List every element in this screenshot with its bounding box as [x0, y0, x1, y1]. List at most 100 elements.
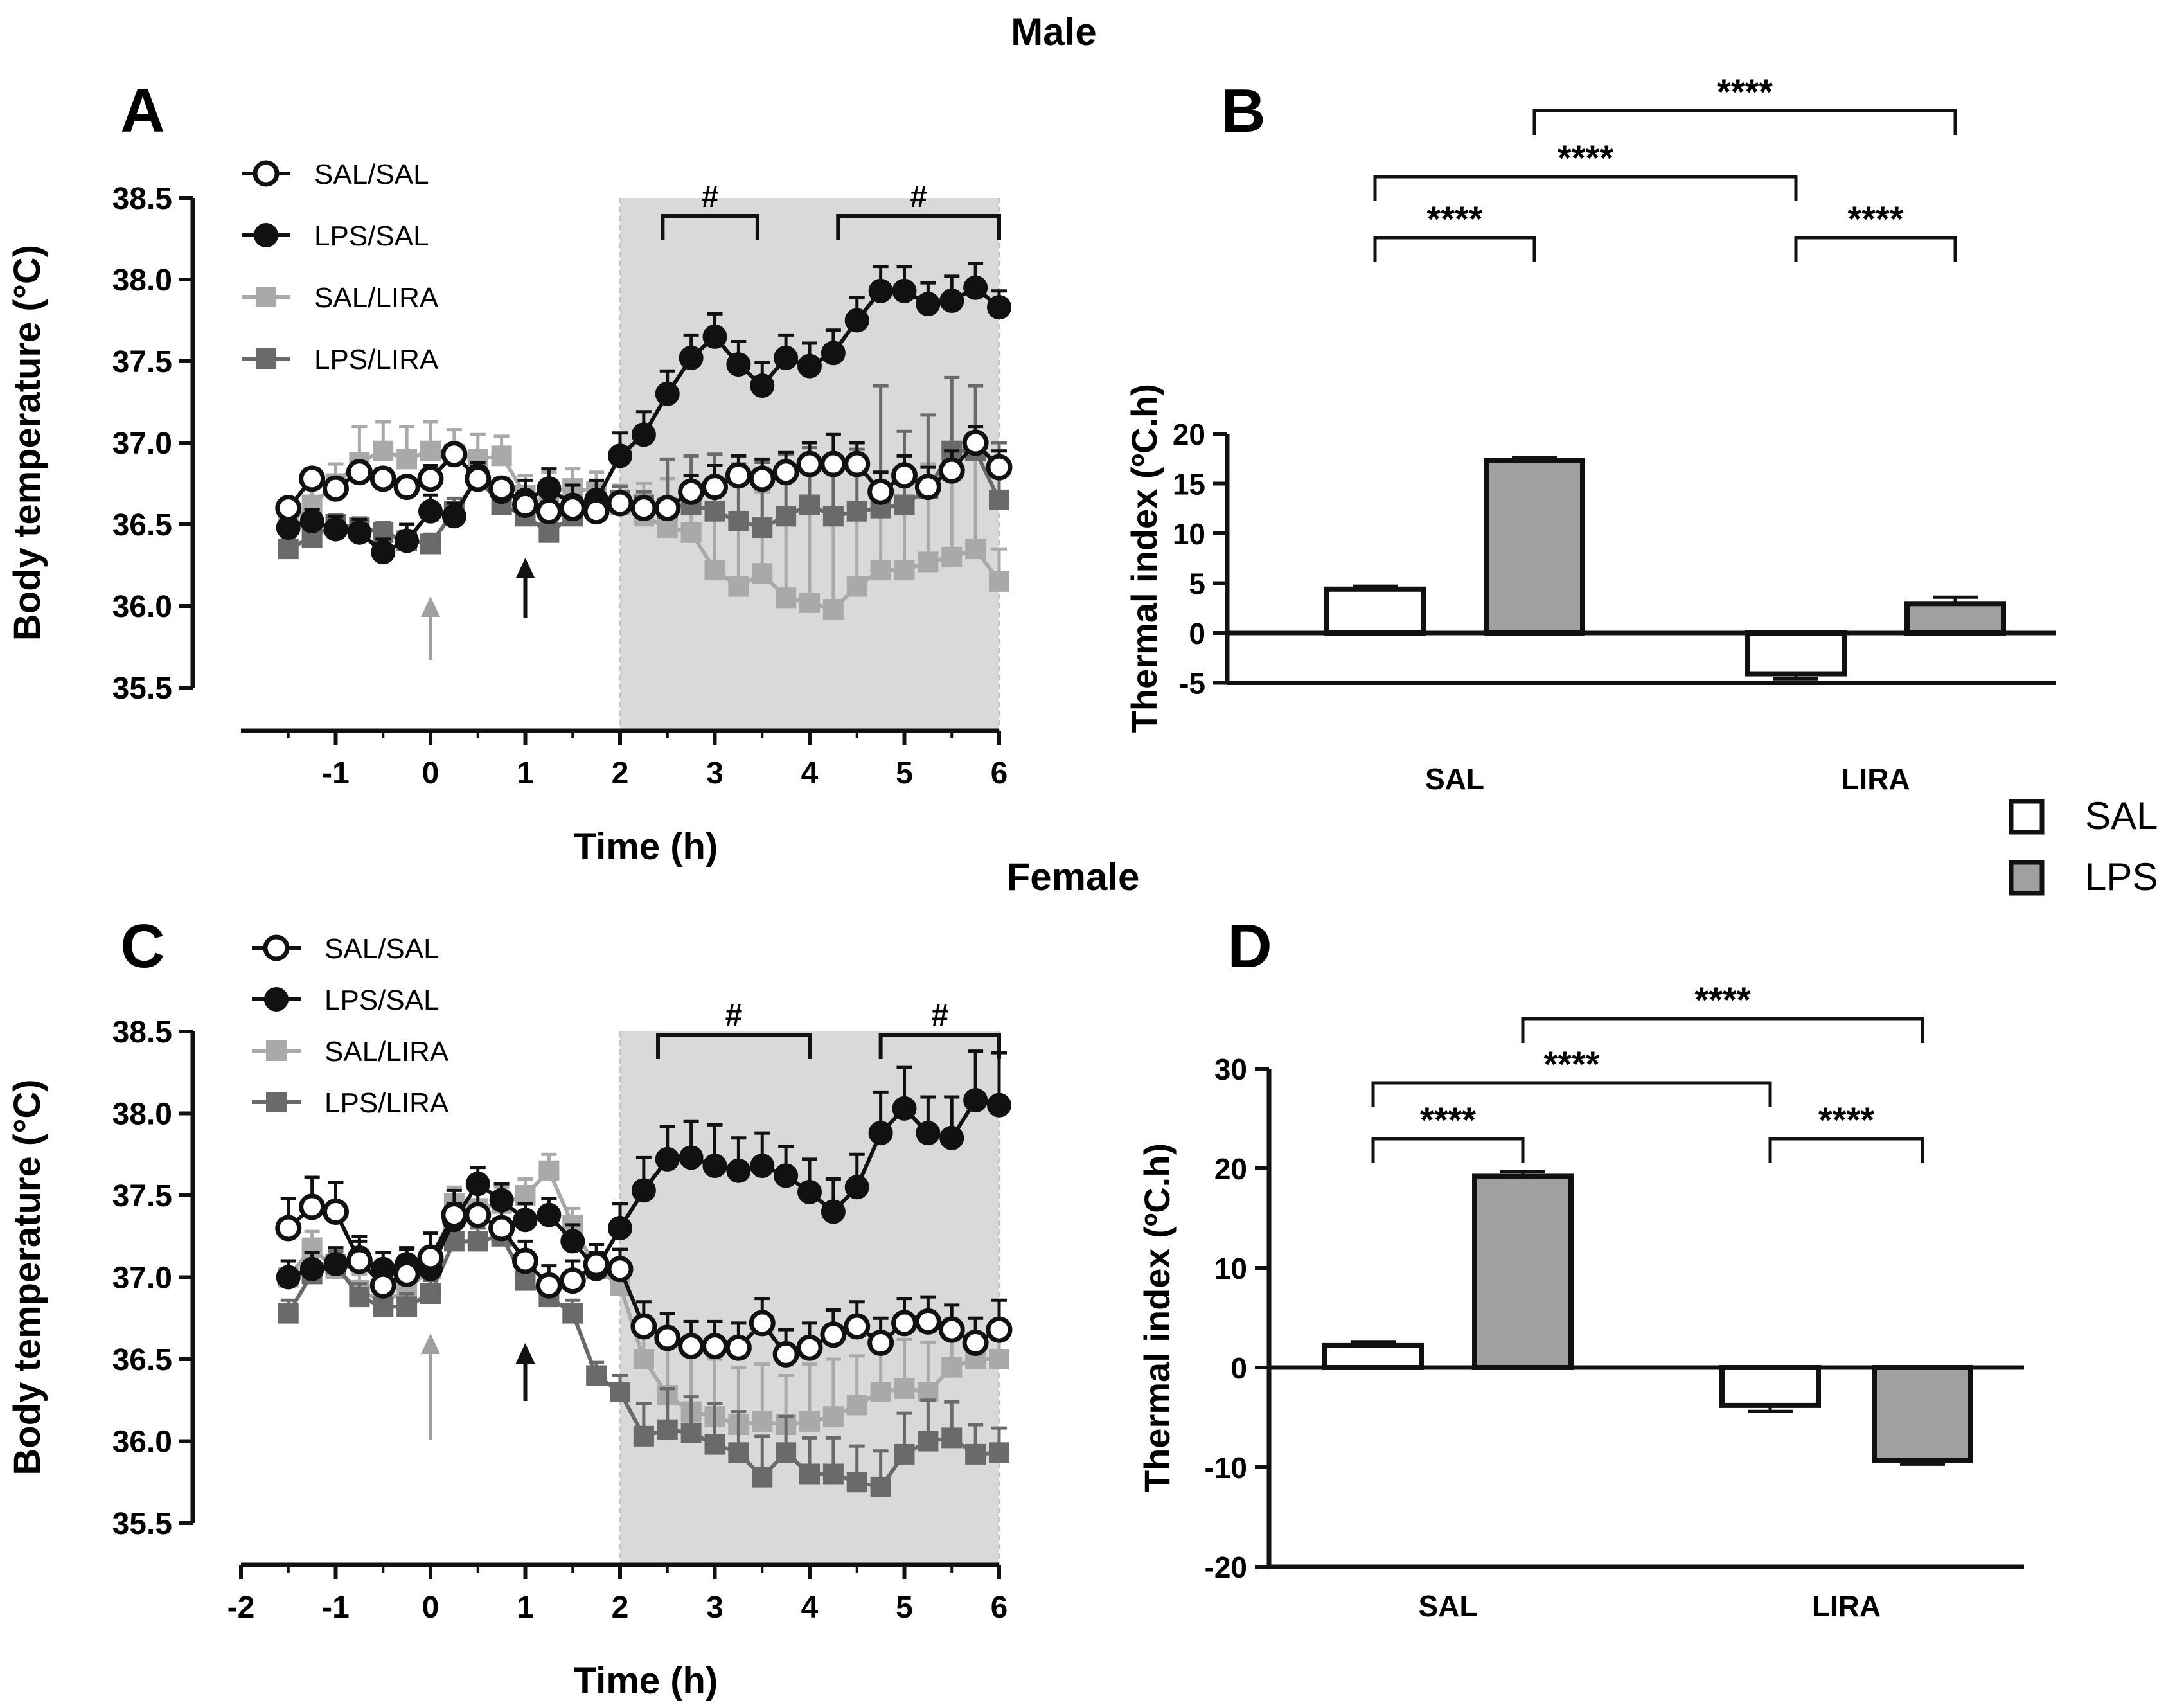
panel-c-data-point	[846, 1395, 867, 1416]
panel-c-data-point	[867, 1330, 894, 1356]
panel-a-data-point	[796, 450, 823, 477]
panel-d-bar-sal-lps	[1472, 1173, 1574, 1371]
panel-c-data-point	[844, 1175, 869, 1200]
panel-c-x-tick-label: 0	[422, 1591, 439, 1625]
panel-c-data-point	[820, 1321, 847, 1348]
panel-c-data-point	[586, 1365, 607, 1386]
panel-a-series-sal-sal	[275, 425, 1013, 525]
panel-d-significance-bracket	[1371, 1137, 1525, 1163]
panel-a-y-tick-label: 37.5	[112, 345, 172, 379]
panel-b-y-tick-label: 5	[1189, 567, 1205, 601]
panel-c-x-tick-label: 1	[517, 1591, 534, 1625]
panel-b-significance-bracket	[1373, 175, 1798, 201]
panel-d-y-tick-label: 30	[1214, 1053, 1247, 1086]
panel-a-y-tick-label: 36.5	[112, 508, 172, 542]
panel-a-data-point	[963, 275, 988, 300]
panel-c-legend-label: SAL/SAL	[324, 933, 439, 965]
panel-a-legend-label: SAL/SAL	[314, 159, 429, 190]
panel-c-data-point	[396, 1296, 418, 1317]
panel-c-series-lps-sal	[276, 1049, 1011, 1290]
panel-c-y-tick-label: 37.5	[112, 1179, 172, 1213]
panel-d-significance-label: ****	[1420, 1100, 1476, 1140]
panel-a-data-point	[821, 341, 846, 366]
panel-c-data-point	[844, 1313, 871, 1340]
panel-c-data-point	[918, 1431, 939, 1452]
panel-a-data-point	[512, 492, 538, 519]
panel-c-legend-marker	[266, 1092, 287, 1112]
panel-c-shaded-region	[620, 1031, 999, 1565]
panel-a-data-point	[654, 495, 681, 522]
panel-c-data-point	[821, 1199, 846, 1224]
panel-c-data-point	[417, 1244, 444, 1271]
panel-a-data-point	[892, 278, 917, 303]
panel-c-data-point	[276, 1265, 301, 1290]
panel-a-data-point	[369, 465, 396, 492]
panel-c-data-point	[702, 1333, 728, 1360]
panel-a-data-point	[373, 440, 394, 461]
panel-a-data-point	[891, 462, 918, 489]
panel-a-data-point	[918, 551, 939, 573]
panel-c-significance-bracket	[656, 1033, 812, 1059]
panel-c-legend-marker	[264, 987, 289, 1012]
panel-a-data-point	[630, 495, 657, 522]
panel-a-x-tick-label: -1	[322, 756, 350, 790]
panel-a-legend-marker	[254, 223, 278, 247]
panel-c-data-point	[323, 1199, 349, 1225]
panel-c-data-point	[654, 1324, 681, 1351]
panel-a-data-point	[631, 422, 656, 447]
panel-a-data-point	[916, 292, 941, 317]
panel-c-data-point	[633, 1349, 654, 1369]
panel-c-data-point	[894, 1443, 915, 1465]
panel-a-data-point	[678, 478, 705, 505]
panel-a-data-point	[655, 381, 680, 406]
panel-c-data-point	[749, 1310, 776, 1337]
panel-c-data-point	[373, 1296, 394, 1317]
panel-a-legend: SAL/SAL LPS/SAL SAL/LIRA LPS/LIRA	[242, 159, 439, 375]
panel-a-data-point	[772, 459, 799, 486]
panel-d-bar-lira-lps	[1872, 1365, 1973, 1463]
panel-c-data-point	[420, 1283, 441, 1304]
panel-c-data-point	[465, 1202, 492, 1229]
panel-c-data-point	[776, 1442, 797, 1463]
panel-d-y-axis-title: Thermal index (ºC.h)	[1137, 1143, 1177, 1492]
panel-a-data-point	[728, 576, 749, 597]
male-title: Male	[1011, 10, 1096, 53]
panel-a-data-point	[583, 498, 610, 525]
panel-a-x-axis-title: Time (h)	[574, 826, 718, 868]
panel-c-data-point	[608, 1216, 632, 1240]
panel-c-data-point	[655, 1146, 680, 1172]
bar-legend: SAL LPS	[2009, 794, 2158, 898]
panel-c-data-point	[941, 1357, 963, 1378]
panel-c-data-point	[938, 1316, 965, 1343]
panel-d-y-tick-label: -20	[1205, 1551, 1247, 1584]
panel-c-y-tick-label: 38.5	[112, 1015, 172, 1049]
panel-b-y-tick-label: 10	[1173, 517, 1205, 551]
panel-b-significance-label: ****	[1847, 199, 1903, 239]
panel-a-data-point	[607, 490, 634, 517]
panel-a-data-point	[420, 533, 441, 555]
panel-c-data-point	[630, 1313, 657, 1340]
panel-b-category-label: SAL	[1425, 762, 1484, 796]
panel-a-data-point	[278, 539, 299, 560]
panel-c-y-tick-label: 36.5	[112, 1343, 172, 1377]
panel-c-data-point	[941, 1427, 963, 1449]
panel-a-x-tick-label: 6	[991, 756, 1008, 790]
panel-a-data-point	[323, 517, 348, 542]
panel-a-data-point	[702, 324, 727, 349]
panel-a-data-point	[987, 295, 1011, 320]
panel-c-x-tick-label: -2	[227, 1591, 255, 1625]
panel-a-y-tick-label: 35.5	[112, 672, 172, 706]
panel-c-data-point	[275, 1215, 302, 1242]
panel-c-data-point	[962, 1330, 989, 1356]
panel-a-legend-marker	[256, 287, 276, 307]
panel-a-data-point	[986, 454, 1013, 481]
panel-c-legend-label: SAL/LIRA	[324, 1036, 449, 1067]
panel-a-data-point	[870, 560, 891, 581]
panel-c-data-point	[965, 1443, 986, 1465]
panel-a-legend-label: SAL/LIRA	[314, 282, 439, 314]
panel-a-data-point	[749, 465, 776, 492]
panel-a-data-point	[347, 520, 372, 545]
panel-c-y-tick-label: 36.0	[112, 1425, 172, 1459]
panel-b-bar-lira-lps	[1904, 601, 2006, 636]
panel-b-significance-label: ****	[1426, 199, 1482, 239]
